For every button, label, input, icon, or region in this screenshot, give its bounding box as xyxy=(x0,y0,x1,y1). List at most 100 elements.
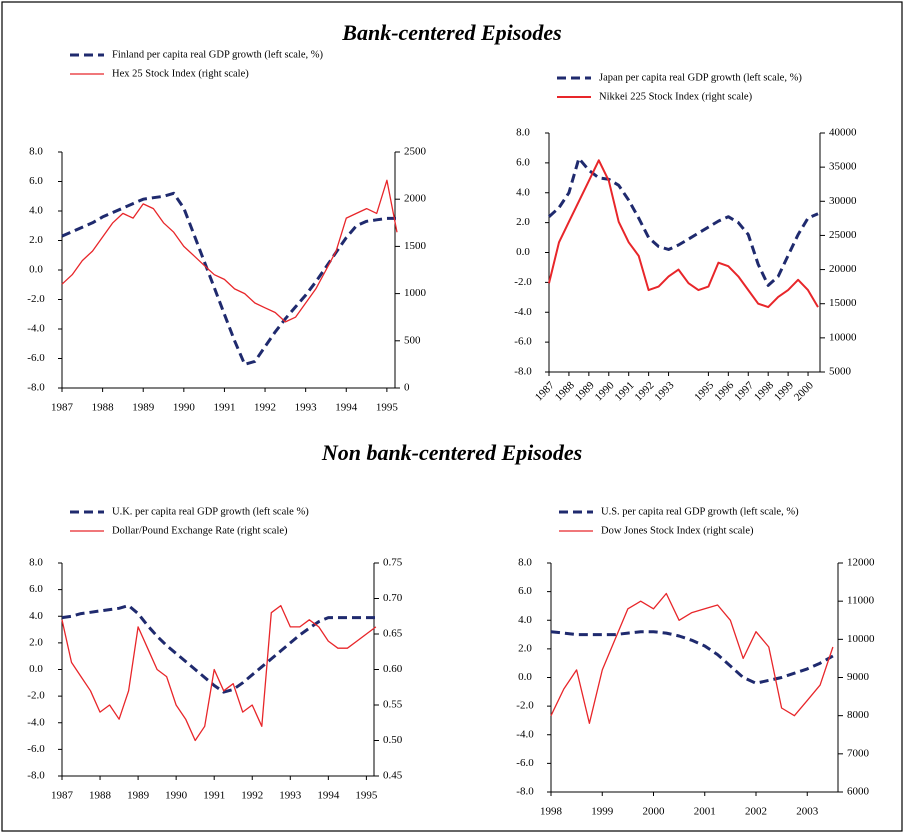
x-tick-label: 1989 xyxy=(573,379,597,403)
x-tick-label: 1988 xyxy=(553,379,577,403)
y-tick-label: 6.0 xyxy=(29,175,43,187)
x-tick-label: 1988 xyxy=(89,790,112,802)
y-tick-label: -6.0 xyxy=(516,757,534,769)
section-heading: Bank-centered Episodes xyxy=(341,20,561,45)
y-tick-label: 2.0 xyxy=(516,216,530,228)
y-tick-label: 6.0 xyxy=(516,156,530,168)
x-tick-label: 1995 xyxy=(692,379,716,403)
legend-label: Nikkei 225 Stock Index (right scale) xyxy=(599,91,753,102)
y2-tick-label: 0.55 xyxy=(383,699,403,711)
x-tick-label: 1998 xyxy=(540,806,563,818)
series-line xyxy=(550,592,834,724)
y-tick-label: 2.0 xyxy=(29,636,43,648)
legend-label: Japan per capita real GDP growth (left s… xyxy=(599,72,802,83)
x-tick-label: 1989 xyxy=(132,402,155,414)
y-tick-label: 8.0 xyxy=(29,557,43,569)
y-tick-label: -4.0 xyxy=(514,306,532,318)
y-tick-label: 0.0 xyxy=(29,663,43,675)
x-tick-label: 1996 xyxy=(712,379,736,403)
y-tick-label: -8.0 xyxy=(514,366,532,378)
y-tick-label: 8.0 xyxy=(29,146,43,158)
legend-label: U.K. per capita real GDP growth (left sc… xyxy=(112,506,309,517)
series-line xyxy=(61,179,398,323)
x-tick-label: 2000 xyxy=(792,379,816,403)
y2-tick-label: 9000 xyxy=(847,671,870,683)
y-tick-label: 2.0 xyxy=(518,642,532,654)
y-tick-label: 4.0 xyxy=(516,186,530,198)
x-tick-label: 1989 xyxy=(127,790,150,802)
x-tick-label: 1991 xyxy=(613,379,637,403)
y-tick-label: 8.0 xyxy=(516,127,530,139)
y-tick-label: 6.0 xyxy=(29,583,43,595)
y2-tick-label: 2000 xyxy=(404,193,427,205)
x-tick-label: 1993 xyxy=(652,379,676,403)
y-tick-label: -6.0 xyxy=(27,743,45,755)
legend-label: Hex 25 Stock Index (right scale) xyxy=(112,68,249,79)
x-tick-label: 1992 xyxy=(633,379,657,403)
y-tick-label: -8.0 xyxy=(516,786,534,798)
x-tick-label: 2001 xyxy=(694,806,716,818)
x-tick-label: 1987 xyxy=(533,379,557,403)
y2-tick-label: 30000 xyxy=(829,195,857,207)
series-line xyxy=(548,159,819,309)
y2-tick-label: 0.65 xyxy=(383,628,403,640)
y-tick-label: 0.0 xyxy=(29,264,43,276)
y2-tick-label: 500 xyxy=(404,334,421,346)
y-tick-label: -4.0 xyxy=(27,323,45,335)
series-line xyxy=(550,630,834,685)
x-tick-label: 1992 xyxy=(241,790,263,802)
y-tick-label: -4.0 xyxy=(27,716,45,728)
y2-tick-label: 0.75 xyxy=(383,557,403,569)
y-tick-label: 8.0 xyxy=(518,557,532,569)
x-tick-label: 2000 xyxy=(643,806,666,818)
y-tick-label: 4.0 xyxy=(29,610,43,622)
y2-tick-label: 0.50 xyxy=(383,734,403,746)
x-tick-label: 1990 xyxy=(173,402,196,414)
x-tick-label: 1993 xyxy=(279,790,302,802)
y-tick-label: 4.0 xyxy=(518,614,532,626)
legend-label: Dow Jones Stock Index (right scale) xyxy=(601,525,754,536)
y2-tick-label: 1500 xyxy=(404,240,427,252)
y2-tick-label: 0.60 xyxy=(383,663,403,675)
y-tick-label: -4.0 xyxy=(516,728,534,740)
x-tick-label: 1991 xyxy=(213,402,235,414)
x-tick-label: 1999 xyxy=(772,379,796,403)
x-tick-label: 1998 xyxy=(752,379,776,403)
y-tick-label: -6.0 xyxy=(514,336,532,348)
y2-tick-label: 6000 xyxy=(847,786,870,798)
y2-tick-label: 40000 xyxy=(829,127,857,139)
y-tick-label: -2.0 xyxy=(514,276,532,288)
y-tick-label: -2.0 xyxy=(27,690,45,702)
legend-label: Dollar/Pound Exchange Rate (right scale) xyxy=(112,525,288,536)
y-tick-label: -8.0 xyxy=(27,770,45,782)
y2-tick-label: 20000 xyxy=(829,263,857,275)
y2-tick-label: 0.70 xyxy=(383,592,403,604)
x-tick-label: 1993 xyxy=(295,402,318,414)
legend-label: U.S. per capita real GDP growth (left sc… xyxy=(601,506,799,517)
x-tick-label: 2003 xyxy=(796,806,819,818)
series-line xyxy=(547,156,819,287)
y2-tick-label: 1000 xyxy=(404,287,427,299)
x-tick-label: 1988 xyxy=(92,402,115,414)
y2-tick-label: 25000 xyxy=(829,229,857,241)
x-tick-label: 1997 xyxy=(732,379,756,403)
y2-tick-label: 7000 xyxy=(847,747,870,759)
legend-label: Finland per capita real GDP growth (left… xyxy=(112,49,323,60)
y2-tick-label: 11000 xyxy=(847,595,875,607)
x-tick-label: 1987 xyxy=(51,790,74,802)
y2-tick-label: 12000 xyxy=(847,557,875,569)
x-tick-label: 1992 xyxy=(254,402,276,414)
y2-tick-label: 2500 xyxy=(404,146,427,158)
x-tick-label: 1990 xyxy=(593,379,617,403)
y-tick-label: -2.0 xyxy=(516,700,534,712)
y-tick-label: -8.0 xyxy=(27,382,45,394)
y2-tick-label: 10000 xyxy=(829,331,857,343)
y-tick-label: 0.0 xyxy=(516,246,530,258)
x-tick-label: 2002 xyxy=(745,806,767,818)
x-tick-label: 1999 xyxy=(591,806,614,818)
y-tick-label: 0.0 xyxy=(518,671,532,683)
x-tick-label: 1995 xyxy=(355,790,378,802)
y-tick-label: 2.0 xyxy=(29,234,43,246)
series-line xyxy=(61,191,397,366)
